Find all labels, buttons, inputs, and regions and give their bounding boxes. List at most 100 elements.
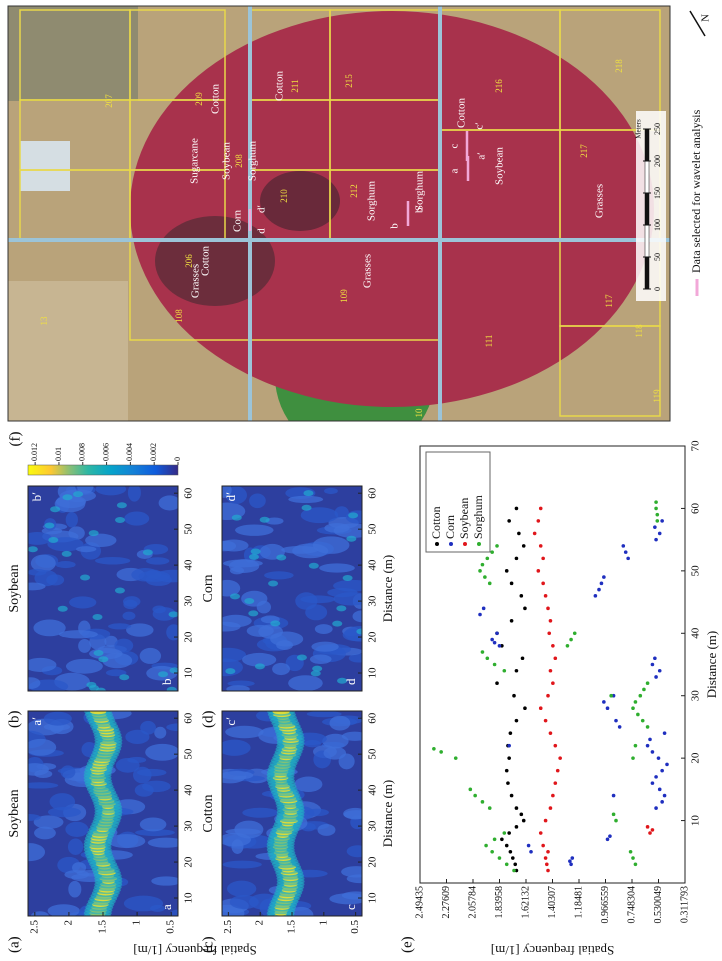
data-point — [511, 856, 515, 860]
map-label: 208 — [234, 154, 244, 168]
scale-tick-label: 150 — [653, 187, 662, 199]
heatmap-texture — [58, 630, 98, 639]
heatmap-texture — [311, 641, 339, 652]
heatmap-spot — [44, 522, 55, 529]
data-point — [485, 556, 490, 561]
heatmap-texture — [317, 823, 336, 836]
data-point — [662, 793, 667, 798]
map-label: 218 — [614, 59, 624, 73]
scale-segment — [644, 256, 650, 290]
data-point — [492, 640, 497, 645]
data-point — [495, 631, 499, 636]
data-point — [481, 606, 486, 611]
data-point — [614, 818, 618, 823]
heatmap-spot — [268, 580, 279, 587]
map-label: c — [449, 143, 461, 148]
heatmap-texture — [114, 638, 134, 653]
landscape-figure: Data selected for wavelet analysis N (f)… — [6, 5, 719, 958]
data-point — [631, 756, 635, 760]
data-point — [519, 812, 524, 817]
map-label: Cotton — [210, 84, 222, 114]
heatmap-spot — [48, 536, 59, 543]
data-point — [558, 756, 562, 760]
data-point — [487, 806, 492, 810]
y-tick-label: 1.18481 — [573, 886, 584, 919]
x-tick-label: 50 — [690, 565, 702, 577]
heatmap-texture — [151, 876, 178, 886]
heatmap-texture — [222, 579, 241, 597]
heatmap-texture — [94, 556, 131, 565]
data-point — [654, 675, 658, 679]
data-point — [565, 643, 570, 648]
scale-segment — [644, 192, 650, 226]
data-point — [543, 818, 548, 823]
heatmap-texture — [136, 768, 167, 777]
map-label: 109 — [339, 289, 349, 303]
data-point — [508, 731, 513, 735]
heatmap-texture — [343, 807, 362, 820]
heatmap-texture — [108, 623, 132, 630]
map-label: 217 — [579, 144, 589, 158]
heatmap-texture — [346, 874, 362, 884]
data-point — [653, 656, 657, 661]
heatmap-texture — [65, 821, 89, 838]
colorbar-tick-label: 0.01 — [54, 447, 63, 461]
corner-mark: b′ — [29, 492, 44, 502]
x-tick-label: 60 — [183, 712, 195, 724]
heatmap-spot — [86, 681, 97, 688]
heatmap-texture — [322, 733, 349, 749]
data-point — [605, 706, 610, 710]
y-tick-label: 0.311793 — [679, 886, 690, 923]
heatmap-texture — [28, 763, 49, 776]
data-point — [504, 862, 509, 867]
data-point — [432, 746, 436, 751]
map-label: c′ — [474, 122, 486, 129]
heatmap-texture — [154, 726, 167, 739]
data-point — [453, 756, 458, 760]
heatmap-texture — [305, 808, 329, 817]
heatmap-spot — [142, 549, 153, 556]
heatmap-texture — [124, 511, 150, 526]
heatmap-texture — [55, 561, 76, 569]
data-point — [504, 768, 509, 773]
data-point — [538, 506, 543, 511]
heatmap-texture — [222, 539, 249, 552]
heatmap-spot — [346, 535, 357, 542]
map-label: 108 — [174, 309, 184, 323]
data-point — [597, 587, 601, 592]
y-tick-label: 2.5 — [222, 920, 234, 934]
data-point — [492, 662, 497, 667]
data-point — [509, 793, 514, 798]
map-label: b — [389, 223, 401, 229]
heatmap-texture — [85, 533, 117, 548]
map-label: 211 — [290, 79, 300, 92]
data-point — [551, 793, 555, 798]
data-point — [529, 849, 533, 854]
map-label: a — [449, 168, 461, 173]
data-point — [654, 806, 658, 810]
data-point — [514, 556, 519, 561]
y-tick-label: 2.5 — [28, 920, 40, 934]
x-tick-label: 60 — [183, 487, 195, 499]
data-point — [548, 668, 553, 673]
heatmap-texture — [28, 738, 57, 756]
scale-tick-label: 200 — [653, 155, 662, 167]
map-label: Sorghum — [366, 180, 378, 221]
heatmap-texture — [122, 596, 141, 607]
data-point — [631, 856, 635, 860]
scale-segment — [644, 160, 650, 194]
heatmap-texture — [341, 891, 362, 900]
y-tick-label: 1.62132 — [520, 886, 531, 919]
heatmap-texture — [152, 607, 176, 621]
x-tick-label: 50 — [367, 523, 379, 535]
data-point — [633, 862, 638, 867]
map-label: 210 — [279, 189, 289, 203]
map-label: 216 — [494, 79, 504, 93]
y-tick-label: 0.5 — [349, 920, 361, 934]
x-tick-label: 40 — [183, 784, 195, 796]
heatmap-texture — [227, 680, 255, 687]
heatmap-texture — [158, 495, 178, 511]
x-tick-label: 10 — [183, 892, 195, 904]
panel-title: Soybean — [7, 789, 22, 837]
heatmap-texture — [122, 611, 136, 621]
